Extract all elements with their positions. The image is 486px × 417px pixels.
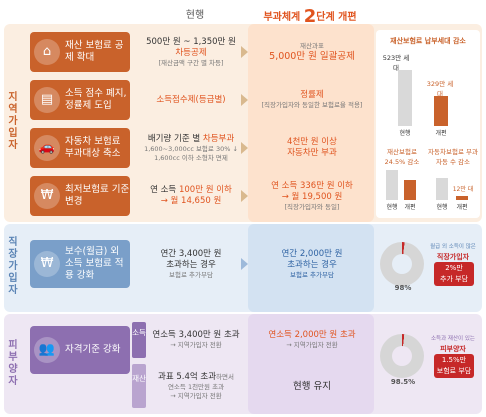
- left-x1: 현행: [386, 204, 398, 211]
- reform-column-bg-dependent: [248, 314, 374, 414]
- side-left-title: 재산보험료 24.5% 감소: [384, 148, 420, 166]
- arrow-row4: [241, 190, 248, 202]
- current-eligibility-asset: 과표 5.4억 초과하면서 연소득 1천만원 초과 → 지역가입자 전환: [158, 371, 234, 400]
- category-eligibility: 👥 자격기준 강화: [30, 326, 130, 374]
- arrow-row5: [241, 258, 248, 270]
- category-min-premium: ₩ 최저보험료 기준 변경: [30, 176, 130, 216]
- reform-income-points: 정률제 [직장가입자와 동일한 보험료율 적용]: [261, 90, 363, 109]
- right-x1: 현행: [436, 204, 448, 211]
- current-eligibility-income: 연소득 3,400만 원 초과 → 지역가입자 전환: [152, 330, 240, 349]
- dependent-pie-label: 98.5%: [390, 378, 416, 386]
- right-bar-reform: [456, 196, 468, 200]
- dependent-pie-hole: [392, 346, 412, 366]
- category-non-salary-income: ₩ 보수(월급) 외 소득 보험료 적용 강화: [30, 240, 130, 288]
- tag-asset: 재산: [132, 364, 146, 408]
- current-income-points: 소득점수제(등급별): [156, 94, 226, 105]
- left-x2: 개편: [404, 204, 416, 211]
- current-min-premium: 연 소득 100만 원 이하 → 월 14,650 원: [150, 185, 232, 206]
- won-bag-icon: ₩: [34, 251, 60, 277]
- category-asset-deduction: ⌂ 재산 보험료 공제 확대: [30, 32, 130, 72]
- money-bag-icon: ₩: [34, 183, 60, 209]
- money-icon: ▤: [34, 87, 60, 113]
- bar-reform: [434, 96, 448, 126]
- current-asset-deduction: 500만 원 ~ 1,350만 원 차등공제 [재산금액 구간 별 차등]: [146, 36, 236, 67]
- right-x2: 개편: [456, 204, 468, 211]
- car-icon: 🚗: [34, 135, 60, 161]
- employee-pct-badge: 2%만 추가 부담: [434, 262, 474, 286]
- reform-column-header: 부과체계 2단계 개편: [263, 6, 357, 27]
- employee-bold: 직장가입자: [436, 253, 470, 261]
- arrow-row2: [241, 94, 248, 106]
- side-right-title: 자동차보험료 부과 자동 수 감소: [428, 148, 478, 166]
- reform-column-bg: [248, 24, 374, 222]
- section-label-dependent: 피부양자: [8, 340, 18, 387]
- category-income-points: ▤ 소득 점수 폐지, 정률제 도입: [30, 80, 130, 120]
- current-car-premium: 배기량 기준 별 차등부과 1,600~3,000cc 보험료 30% ↓ 1,…: [144, 133, 238, 162]
- side-employee-panel: 98% 월급 외 소득이 많은 직장가입자 2%만 추가 부담: [376, 228, 480, 308]
- employee-pie-label: 98%: [394, 284, 412, 292]
- category-car-premium: 🚗 자동차 보험료 부과대상 축소: [30, 128, 130, 168]
- bar-current: [398, 70, 412, 126]
- current-non-salary-income: 연간 3,400만 원 초과하는 경우 보험료 추가부담: [160, 248, 222, 279]
- dependent-bold: 피부양자: [440, 345, 466, 353]
- reform-min-premium: 연 소득 336만 원 이하 → 월 19,500 원 [직장가입자와 동일]: [271, 180, 353, 211]
- bar-current-label: 523만 세대: [382, 54, 410, 72]
- employee-pie-hole: [392, 254, 412, 274]
- reform-asset-deduction: 재산과표 5,000만 원 일괄공제: [269, 42, 355, 62]
- house-icon: ⌂: [34, 39, 60, 65]
- bar-reform-label: 329만 세대: [426, 80, 454, 98]
- left-bar-reform: [404, 180, 416, 200]
- right-bar-current: [436, 178, 448, 200]
- side-regional-panel: 재산보험료 납부세대 감소 523만 세대 329만 세대 현행 개편 재산보험…: [376, 30, 480, 218]
- reform-non-salary-income: 연간 2,000만 원 초과하는 경우 보험료 추가부담: [281, 248, 343, 279]
- side-dependent-panel: 98.5% 소득과 재산이 있는 피부양자 1.5%만 보험료 부담: [376, 318, 480, 410]
- arrow-row1: [241, 46, 248, 58]
- tag-income: 소득: [132, 322, 146, 358]
- dependent-pct-badge: 1.5%만 보험료 부담: [434, 354, 474, 378]
- employee-note: 월급 외 소득이 많은: [430, 244, 476, 250]
- reform-eligibility-income: 연소득 2,000만 원 초과 → 지역가입자 전환: [268, 330, 356, 349]
- reform-eligibility-asset: 현행 유지: [293, 380, 331, 392]
- bar-x-reform: 개편: [435, 130, 447, 137]
- left-bar-current: [386, 170, 398, 200]
- bar-x-current: 현행: [399, 130, 411, 137]
- dependent-note: 소득과 재산이 있는: [431, 336, 475, 342]
- right-value: 12만 대: [452, 186, 474, 193]
- arrow-row3: [241, 142, 248, 154]
- reform-car-premium: 4천만 원 이상 자동차만 부과: [287, 137, 337, 158]
- section-label-regional: 지역가입자: [8, 92, 18, 151]
- section-label-employee: 직장가입자: [8, 237, 18, 296]
- current-column-header: 현행: [185, 10, 205, 21]
- reform-column-bg-employee: [248, 224, 374, 312]
- side-regional-title: 재산보험료 납부세대 감소: [390, 37, 466, 45]
- people-icon: 👥: [34, 337, 60, 363]
